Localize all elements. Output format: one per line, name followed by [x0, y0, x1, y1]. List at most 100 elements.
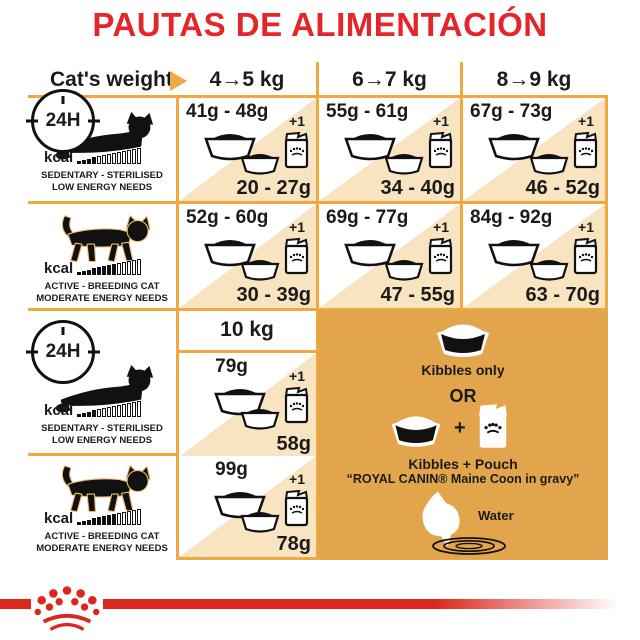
plus-one-label: +1 [289, 219, 305, 235]
pouch-icon [284, 489, 309, 527]
brand-bar-left [0, 599, 31, 609]
kibbles-range: 99g [215, 459, 248, 480]
plus-one-label: +1 [289, 113, 305, 129]
small-bowl-icon [384, 154, 424, 175]
col-header-10kg: 10 kg [220, 318, 274, 341]
kibbles-only-label: Kibbles only [421, 362, 505, 378]
small-bowl-icon [384, 260, 424, 281]
pouch-icon [284, 237, 309, 275]
mixed-range: 46 - 52g [525, 177, 600, 199]
small-bowl-icon [529, 260, 569, 281]
clock-tick [61, 327, 65, 335]
24h-clock-icon: 24H [26, 89, 100, 153]
profile-caption: ACTIVE - BREEDING CAT [44, 531, 160, 542]
plus-one-label: +1 [578, 219, 594, 235]
bowl-icon [488, 240, 540, 267]
lying-cat-icon [55, 364, 154, 413]
bowl-icon [488, 134, 540, 161]
profile-active-row2: kcal ACTIVE - BREEDING CAT MODERATE ENER… [28, 456, 176, 557]
clock-tick [61, 96, 65, 104]
kcal-scale: kcal [44, 509, 142, 528]
col-header-8-9kg: 8→9 kg [496, 68, 572, 91]
kibbles-range: 41g - 48g [186, 101, 269, 122]
grid-line [176, 95, 179, 560]
drinking-cat-icon [422, 491, 460, 547]
kibbles-bowl-icon [437, 324, 489, 357]
plus-one-label: +1 [433, 219, 449, 235]
profile-caption: MODERATE ENERGY NEEDS [36, 543, 168, 554]
kcal-scale: kcal [44, 259, 142, 276]
profile-caption: SEDENTARY - STERILISED [41, 170, 163, 181]
pouch-icon [284, 131, 309, 169]
energy-bars-icon [77, 259, 142, 276]
dose-cell-act-10kg: 99g +1 78g [179, 456, 316, 557]
profile-caption: SEDENTARY - STERILISED [41, 423, 163, 434]
mixed-range: 78g [276, 533, 311, 555]
dose-cell-sed-6-7kg: 55g - 61g +1 34 - 40g [319, 98, 460, 201]
bowl-icon [344, 240, 396, 267]
kibbles-range: 79g [215, 356, 248, 377]
profile-active-row1: kcal ACTIVE - BREEDING CAT MODERATE ENER… [28, 204, 176, 308]
plus-one-label: +1 [433, 113, 449, 129]
clock-tick [26, 119, 38, 123]
dose-cell-act-4-5kg: 52g - 60g +1 30 - 39g [179, 204, 316, 308]
water-ripple-icon [432, 537, 506, 555]
kibbles-pouch-label: Kibbles + Pouch [408, 456, 518, 472]
energy-bars-icon [77, 509, 142, 526]
dose-cell-sed-4-5kg: 41g - 48g +1 20 - 27g [179, 98, 316, 201]
plus-one-label: +1 [289, 368, 305, 384]
profile-caption: LOW ENERGY NEEDS [51, 435, 153, 446]
or-label: OR [449, 386, 477, 406]
clock-label: 24H [45, 341, 81, 362]
mixed-range: 30 - 39g [236, 284, 311, 306]
pouch-icon [573, 237, 598, 275]
kcal-scale: kcal [44, 401, 142, 420]
profile-caption: LOW ENERGY NEEDS [51, 182, 153, 193]
plus-sign: + [454, 417, 466, 439]
grid-line [178, 350, 318, 353]
col-header-6-7kg: 6→7 kg [352, 68, 427, 91]
dose-cell-act-6-7kg: 69g - 77g +1 47 - 55g [319, 204, 460, 308]
24h-clock-icon: 24H [26, 320, 100, 384]
clock-label: 24H [45, 110, 81, 131]
pouch-icon [428, 131, 453, 169]
col-header-4-5kg: 4→5 kg [209, 68, 285, 91]
mixed-range: 34 - 40g [380, 177, 455, 199]
brand-bar-right [103, 599, 640, 609]
walking-cat-icon [61, 215, 151, 263]
clock-tick [26, 350, 38, 354]
feeding-options-panel: Kibbles only OR + Kibbles + Pouch “ROYAL… [318, 310, 608, 559]
bowl-icon [204, 134, 256, 161]
royal-canin-crown-logo [34, 586, 100, 631]
clock-tick [88, 350, 100, 354]
mixed-range: 20 - 27g [236, 177, 311, 199]
grid-line [28, 453, 318, 456]
kcal-label: kcal [44, 510, 74, 528]
clock-tick [88, 119, 100, 123]
kibbles-bowl-icon [391, 416, 441, 447]
bowl-icon [204, 240, 256, 267]
small-bowl-icon [240, 512, 280, 533]
pouch-icon [284, 386, 309, 424]
weight-arrow-icon [170, 71, 187, 91]
small-bowl-icon [240, 154, 280, 175]
kcal-label: kcal [44, 149, 74, 167]
mixed-range: 47 - 55g [380, 284, 455, 306]
dose-cell-act-8-9kg: 84g - 92g +1 63 - 70g [463, 204, 605, 308]
kcal-label: kcal [44, 402, 74, 420]
kibbles-range: 52g - 60g [186, 207, 269, 228]
profile-caption: MODERATE ENERGY NEEDS [36, 293, 168, 304]
dose-cell-sed-8-9kg: 67g - 73g +1 46 - 52g [463, 98, 605, 201]
gravy-label: “ROYAL CANIN® Maine Coon in gravy” [346, 472, 580, 486]
small-bowl-icon [240, 260, 280, 281]
grid-line [460, 62, 463, 310]
kibbles-range: 69g - 77g [326, 207, 409, 228]
pouch-icon [573, 131, 598, 169]
small-bowl-icon [529, 154, 569, 175]
water-label: Water [478, 508, 514, 523]
pouch-icon [479, 404, 507, 448]
walking-cat-icon [61, 465, 151, 513]
energy-bars-icon [77, 148, 142, 165]
plus-one-label: +1 [289, 471, 305, 487]
